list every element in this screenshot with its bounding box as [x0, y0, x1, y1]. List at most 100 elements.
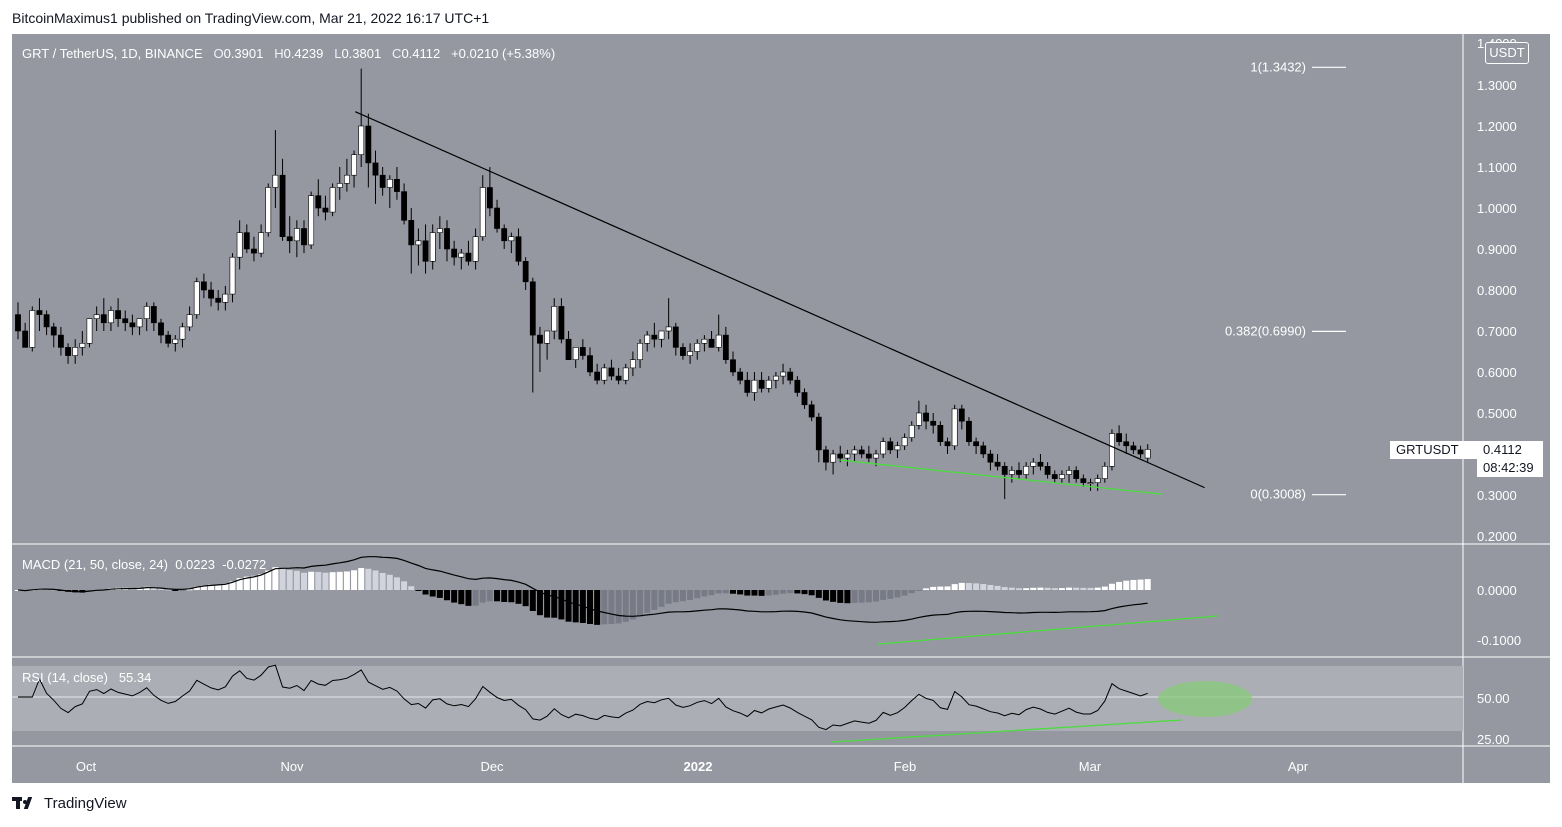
- macd-histogram-bar: [1037, 587, 1044, 590]
- time-axis-tick: Mar: [1079, 759, 1102, 774]
- candle-body: [808, 404, 815, 418]
- macd-histogram-bar: [665, 590, 672, 604]
- macd-line: [17, 556, 1148, 623]
- macd-histogram-bar: [465, 590, 472, 606]
- descending-trendline: [354, 111, 1205, 489]
- candle: [708, 331, 715, 348]
- candle-body: [1037, 461, 1044, 467]
- macd-histogram-bar: [286, 569, 293, 590]
- macd-histogram-bar: [401, 581, 408, 590]
- candle-body: [894, 445, 901, 451]
- candle: [365, 113, 372, 188]
- macd-histogram-bar: [515, 590, 522, 604]
- footer-brand: TradingView: [44, 795, 127, 812]
- macd-histogram-bar: [830, 590, 837, 602]
- candle: [844, 449, 851, 467]
- macd-histogram-bar: [451, 590, 458, 603]
- rsi-legend: RSI (14, close) 55.34: [22, 670, 151, 685]
- candle-body: [844, 453, 851, 459]
- rsi-divergence-line: [831, 719, 1183, 743]
- candle-body: [222, 293, 229, 303]
- high-label: H: [274, 46, 284, 61]
- symbol-label: GRT / TetherUS, 1D, BINANCE: [22, 46, 203, 61]
- candle: [179, 322, 186, 348]
- macd-histogram-bar: [193, 586, 200, 590]
- candle-body: [1116, 433, 1122, 442]
- candle: [901, 433, 908, 450]
- high-value: 0.4239: [283, 46, 324, 61]
- candle-body: [472, 236, 479, 262]
- candle-body: [422, 240, 429, 262]
- candle-body: [1008, 470, 1015, 475]
- candle-body: [1080, 478, 1087, 484]
- candle-body: [694, 342, 701, 352]
- candle: [1044, 462, 1051, 479]
- candle-body: [1094, 478, 1101, 484]
- candle: [594, 363, 601, 385]
- macd-histogram-bar: [1044, 587, 1051, 590]
- macd-histogram-bar: [565, 590, 572, 622]
- candle: [579, 339, 586, 360]
- tradingview-logo-icon: [12, 796, 38, 811]
- macd-histogram-bar: [393, 577, 400, 590]
- candle: [422, 224, 429, 274]
- macd-legend: MACD (21, 50, close, 24) 0.0223 -0.0272: [22, 557, 266, 572]
- candle-body: [622, 367, 629, 381]
- candle: [129, 314, 136, 336]
- candle: [1066, 466, 1072, 483]
- macd-histogram-bar: [930, 586, 937, 590]
- candle: [22, 322, 29, 348]
- time-axis-tick: Dec: [480, 759, 504, 774]
- candle-body: [873, 453, 879, 459]
- macd-histogram-bar: [486, 590, 493, 602]
- candle-body: [236, 232, 243, 258]
- candle-body: [208, 289, 214, 299]
- candle-body: [758, 379, 765, 389]
- candle-body: [665, 326, 672, 332]
- macd-histogram-bar: [615, 590, 622, 624]
- candle-body: [158, 322, 164, 336]
- candle-body: [79, 342, 86, 348]
- candle-body: [451, 248, 458, 258]
- candle: [551, 298, 558, 340]
- candle-body: [558, 306, 565, 340]
- candle-body: [522, 261, 529, 283]
- chart-canvas[interactable]: 1(1.3432) 0.382(0.6990) 0(0.3008) 1.3000 1.…: [12, 34, 1550, 783]
- candle: [537, 326, 543, 372]
- macd-histogram-bar: [937, 586, 944, 590]
- macd-histogram-bar: [851, 590, 858, 603]
- macd-histogram-bar: [894, 590, 901, 598]
- candle-body: [551, 306, 558, 332]
- macd-histogram-bar: [265, 570, 272, 590]
- candle: [687, 343, 693, 364]
- macd-histogram-bar: [658, 590, 665, 607]
- candle-body: [394, 179, 400, 192]
- candle-body: [57, 334, 64, 348]
- candle-body: [901, 437, 908, 447]
- macd-histogram-bar: [837, 590, 844, 603]
- currency-button[interactable]: USDT: [1485, 42, 1529, 64]
- candle-body: [744, 379, 751, 393]
- candle-body: [343, 174, 350, 184]
- candle-body: [293, 228, 300, 242]
- macd-histogram-bar: [880, 590, 887, 600]
- candle: [730, 351, 736, 377]
- candle: [401, 183, 407, 225]
- candle-body: [915, 412, 922, 426]
- macd-histogram-bar: [915, 590, 922, 591]
- macd-title: MACD (21, 50, close, 24): [22, 557, 168, 572]
- candle: [1130, 441, 1137, 454]
- candle-body: [629, 359, 636, 369]
- candle-body: [830, 453, 836, 463]
- candle: [1030, 458, 1037, 475]
- candle: [79, 331, 86, 356]
- macd-histogram-bar: [965, 583, 972, 590]
- candle: [222, 285, 229, 311]
- candle-body: [72, 347, 79, 356]
- candle-body: [880, 441, 887, 455]
- chart-area[interactable]: 1(1.3432) 0.382(0.6990) 0(0.3008) 1.3000 1.…: [12, 34, 1550, 783]
- macd-histogram-bar: [150, 587, 157, 590]
- macd-histogram-bar: [715, 590, 722, 594]
- candle-body: [301, 228, 307, 246]
- macd-histogram-bar: [923, 588, 930, 590]
